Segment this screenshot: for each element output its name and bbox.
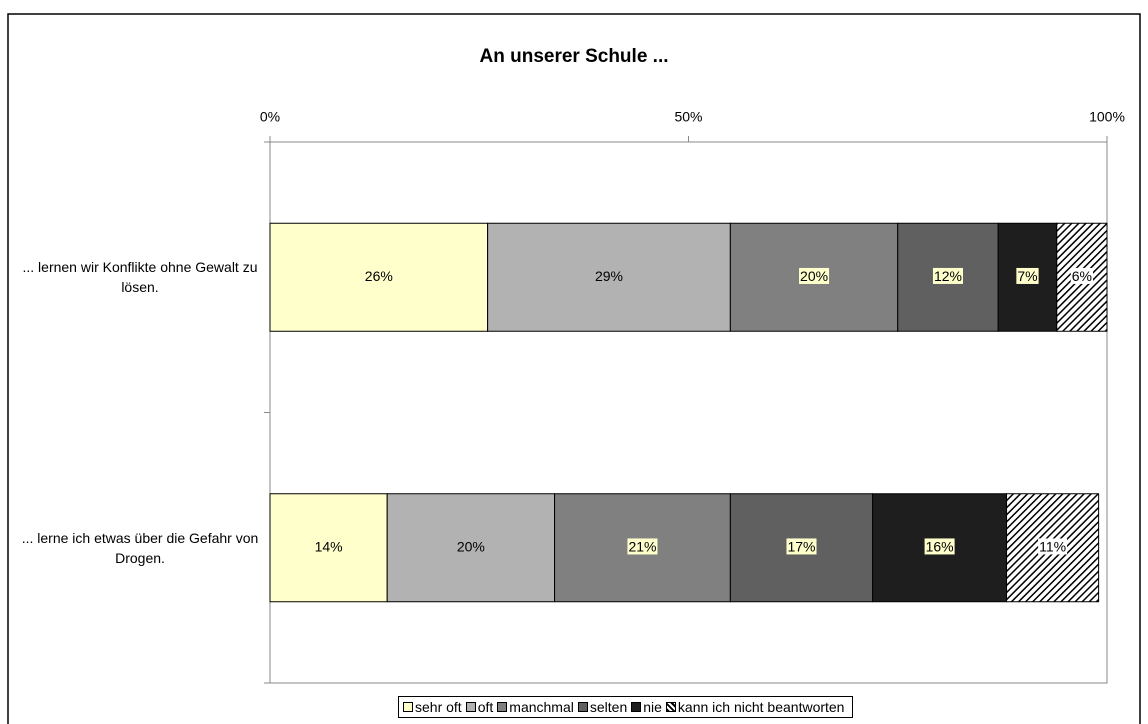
legend-label: oft	[477, 699, 494, 715]
value-label-group: 20%	[799, 267, 830, 284]
category-label: ... lerne ich etwas über die Gefahr von …	[21, 529, 259, 566]
value-label-bg	[1038, 538, 1068, 555]
legend-swatch	[465, 702, 476, 712]
value-label-bg	[932, 267, 963, 284]
value-label-group: 26%	[365, 268, 393, 284]
value-label-bg	[1016, 267, 1039, 284]
chart-title: An unserer Schule ...	[480, 46, 669, 67]
bar-segment	[386, 493, 556, 603]
legend-swatch	[403, 702, 413, 712]
value-label: 20%	[457, 538, 485, 554]
legend-item: oft	[465, 699, 494, 715]
value-label: 26%	[365, 268, 393, 284]
value-label: 16%	[926, 538, 954, 554]
value-label-group: 6%	[1070, 267, 1094, 284]
value-label-group: 16%	[924, 538, 955, 555]
value-label: 11%	[1039, 538, 1066, 554]
bar-segment	[487, 222, 731, 332]
value-label-group: 21%	[627, 538, 658, 555]
value-label-group: 29%	[595, 268, 623, 284]
value-label-bg	[786, 538, 817, 555]
value-label: 29%	[595, 268, 623, 284]
value-label-bg	[627, 538, 658, 555]
legend-label: nie	[643, 699, 662, 715]
legend: sehr oft oft manchmal selten nie kann ich nic…	[398, 696, 854, 718]
frame	[7, 13, 1141, 724]
value-label-bg	[799, 267, 830, 284]
value-label-bg	[1070, 267, 1094, 284]
value-label: 12%	[934, 268, 962, 284]
value-label-group: 14%	[315, 538, 343, 554]
legend-item: manchmal	[497, 699, 574, 715]
legend-label: selten	[589, 699, 628, 715]
x-tick-label: 0%	[260, 109, 280, 125]
bar-segment	[269, 493, 388, 603]
value-label-group: 12%	[932, 267, 963, 284]
legend-item: kann ich nicht beantworten	[665, 699, 845, 715]
value-label-bg	[924, 538, 955, 555]
value-label: 14%	[315, 538, 343, 554]
value-label: 7%	[1017, 268, 1037, 284]
value-label: 6%	[1072, 268, 1092, 284]
value-label: 21%	[628, 538, 656, 554]
legend-swatch	[631, 702, 642, 712]
legend-swatch	[497, 702, 508, 712]
bar-segment	[269, 222, 489, 332]
legend-swatch	[665, 702, 676, 712]
value-label-group: 17%	[786, 538, 817, 555]
category-label: ... lernen wir Konflikte ohne Gewalt zu …	[22, 259, 258, 296]
value-label-group: 11%	[1038, 538, 1068, 555]
x-tick-label: 50%	[674, 109, 702, 125]
legend-item: selten	[577, 699, 628, 715]
legend-label: sehr oft	[415, 699, 462, 715]
value-label-group: 20%	[457, 538, 485, 554]
legend-item: sehr oft	[403, 699, 462, 715]
value-label: 20%	[800, 268, 828, 284]
legend-label: kann ich nicht beantworten	[677, 699, 845, 715]
legend-label: manchmal	[509, 699, 574, 715]
legend-swatch	[577, 702, 588, 712]
value-label-group: 7%	[1016, 267, 1039, 284]
legend-item: nie	[631, 699, 662, 715]
x-tick-label: 100%	[1089, 109, 1125, 125]
value-label: 17%	[787, 538, 815, 554]
